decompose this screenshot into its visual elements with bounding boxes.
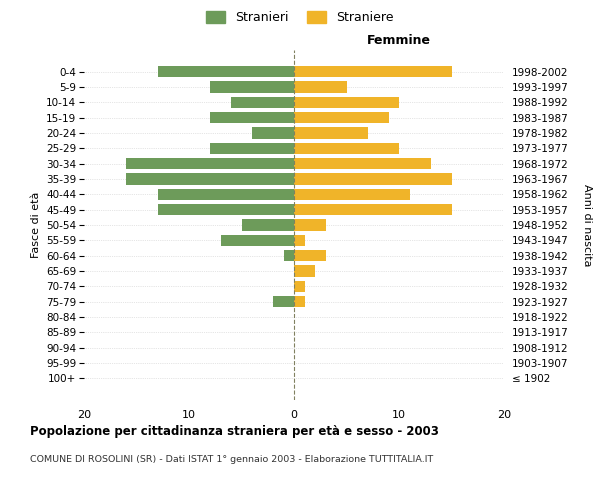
Bar [294, 66, 452, 78]
Bar [221, 234, 294, 246]
Bar [294, 296, 305, 308]
Bar [231, 96, 294, 108]
Text: Femmine: Femmine [367, 34, 431, 46]
Bar [157, 66, 294, 78]
Bar [126, 158, 294, 170]
Bar [241, 219, 294, 231]
Bar [294, 158, 431, 170]
Bar [294, 127, 367, 138]
Bar [294, 96, 399, 108]
Text: COMUNE DI ROSOLINI (SR) - Dati ISTAT 1° gennaio 2003 - Elaborazione TUTTITALIA.I: COMUNE DI ROSOLINI (SR) - Dati ISTAT 1° … [30, 455, 433, 464]
Bar [252, 127, 294, 138]
Bar [157, 204, 294, 216]
Bar [294, 204, 452, 216]
Bar [210, 81, 294, 92]
Y-axis label: Anni di nascita: Anni di nascita [582, 184, 592, 266]
Bar [294, 112, 389, 124]
Y-axis label: Fasce di età: Fasce di età [31, 192, 41, 258]
Bar [157, 188, 294, 200]
Text: Popolazione per cittadinanza straniera per età e sesso - 2003: Popolazione per cittadinanza straniera p… [30, 425, 439, 438]
Bar [294, 219, 325, 231]
Bar [294, 250, 325, 262]
Bar [210, 112, 294, 124]
Bar [294, 280, 305, 292]
Bar [294, 142, 399, 154]
Bar [210, 142, 294, 154]
Bar [294, 173, 452, 184]
Bar [126, 173, 294, 184]
Bar [294, 81, 347, 92]
Bar [284, 250, 294, 262]
Bar [294, 234, 305, 246]
Bar [273, 296, 294, 308]
Bar [294, 188, 409, 200]
Legend: Stranieri, Straniere: Stranieri, Straniere [202, 6, 398, 29]
Bar [294, 266, 315, 277]
